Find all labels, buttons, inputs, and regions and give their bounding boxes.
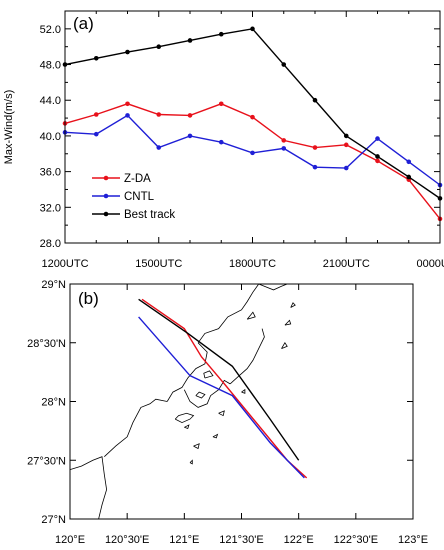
- data-point: [406, 174, 412, 180]
- panel-b-label: (b): [78, 289, 99, 308]
- y-tick-label: 52.0: [40, 24, 61, 36]
- panel-a-series: [62, 26, 443, 222]
- lon-tick-label: 120°E: [55, 534, 85, 546]
- lat-tick-label: 29°N: [41, 279, 66, 291]
- data-point: [312, 97, 318, 103]
- coastline-segment: [284, 319, 292, 326]
- legend-marker: [103, 211, 109, 217]
- data-point: [250, 150, 255, 156]
- data-point: [375, 136, 380, 141]
- coastline-segment: [218, 410, 225, 417]
- data-point: [218, 101, 224, 107]
- legend-marker: [103, 175, 109, 181]
- lat-tick-label: 28°N: [41, 397, 66, 409]
- panel-b-tracks: [138, 298, 308, 479]
- data-point: [343, 142, 349, 148]
- data-point: [218, 31, 224, 37]
- lon-tick-label: 121°E: [169, 534, 199, 546]
- coastline-segment: [290, 302, 296, 308]
- y-tick-label: 44.0: [40, 95, 61, 107]
- panel-a-max-wind-chart: 1200UTC 1500UTC 1800UTC 2100UTC 0000UTC 28.0 3…: [3, 10, 444, 270]
- track-line-best-track: [138, 298, 300, 461]
- legend-label: Best track: [124, 209, 175, 221]
- lat-tick-label: 27°N: [41, 514, 66, 526]
- coastline-segment: [197, 283, 260, 344]
- data-point: [156, 44, 162, 49]
- lon-tick-label: 120°30'E: [105, 534, 149, 546]
- coastline-segment: [246, 311, 256, 320]
- panel-a-legend: Z-DA CNTL Best track: [92, 173, 175, 221]
- lon-tick-label: 121°30'E: [219, 534, 263, 546]
- x-tick-label: 1800UTC: [229, 258, 276, 270]
- coastline-segment: [241, 388, 246, 394]
- x-tick-label: 1500UTC: [135, 258, 182, 270]
- data-point: [218, 139, 224, 145]
- data-point: [281, 62, 287, 67]
- coastline-segment: [212, 433, 219, 439]
- coastline-segment: [174, 412, 195, 424]
- coastline-segment: [258, 283, 288, 291]
- panel-b-coastline: [69, 283, 296, 520]
- panel-b-frame: [69, 283, 414, 520]
- x-tick-label: 0000UTC: [416, 258, 444, 270]
- y-tick-label: 36.0: [40, 167, 61, 179]
- legend-label: Z-DA: [124, 173, 151, 185]
- data-point: [187, 133, 193, 139]
- y-tick-label: 28.0: [40, 238, 61, 250]
- panel-a-label: (a): [73, 14, 94, 33]
- data-point: [125, 101, 130, 107]
- coastline-segment: [189, 459, 193, 465]
- lon-tick-label: 122°30'E: [334, 534, 378, 546]
- panel-a-y-axis-title: Max-Wind(m/s): [3, 90, 15, 165]
- x-tick-label: 2100UTC: [323, 258, 370, 270]
- data-point: [156, 145, 162, 150]
- data-point: [250, 26, 255, 32]
- y-tick-label: 40.0: [40, 131, 61, 143]
- data-point: [312, 164, 318, 170]
- data-point: [375, 158, 380, 164]
- lon-tick-label: 122°E: [284, 534, 314, 546]
- data-point: [93, 112, 99, 117]
- legend-marker: [103, 193, 109, 199]
- track-line-cntl: [138, 316, 305, 479]
- data-point: [93, 55, 99, 61]
- data-point: [406, 159, 412, 165]
- coastline-segment: [69, 456, 108, 520]
- data-point: [343, 133, 349, 139]
- data-point: [125, 113, 130, 118]
- y-tick-label: 32.0: [40, 202, 61, 214]
- lat-tick-label: 27°30'N: [27, 455, 66, 467]
- coastline-segment: [184, 424, 190, 430]
- data-point: [93, 131, 99, 137]
- coastline-segment: [166, 342, 208, 402]
- data-point: [343, 165, 349, 171]
- data-point: [281, 138, 287, 143]
- panel-b-ticks: 120°E 120°30'E 121°E 121°30'E 122°E 122°30'E 1…: [27, 279, 428, 546]
- data-point: [375, 154, 380, 159]
- coastline-segment: [195, 391, 206, 399]
- x-tick-label: 1200UTC: [41, 258, 88, 270]
- coastline-segment: [104, 398, 168, 457]
- panel-a-ticks: 1200UTC 1500UTC 1800UTC 2100UTC 0000UTC 28.0 3…: [40, 10, 444, 270]
- lon-tick-label: 123°E: [398, 534, 428, 546]
- data-point: [312, 145, 318, 150]
- coastline-segment: [203, 370, 214, 379]
- data-point: [250, 114, 255, 120]
- panel-b-track-map: 120°E 120°30'E 121°E 121°30'E 122°E 122°30'E 1…: [27, 279, 428, 546]
- y-tick-label: 48.0: [40, 60, 61, 72]
- data-point: [125, 49, 130, 55]
- lat-tick-label: 28°30'N: [27, 338, 66, 350]
- panel-a-frame: [64, 10, 441, 244]
- coastline-segment: [193, 443, 200, 450]
- data-point: [156, 112, 162, 117]
- legend-label: CNTL: [124, 191, 155, 203]
- coastline-segment: [281, 342, 288, 349]
- data-point: [281, 146, 287, 151]
- data-point: [187, 38, 193, 43]
- data-point: [187, 113, 193, 118]
